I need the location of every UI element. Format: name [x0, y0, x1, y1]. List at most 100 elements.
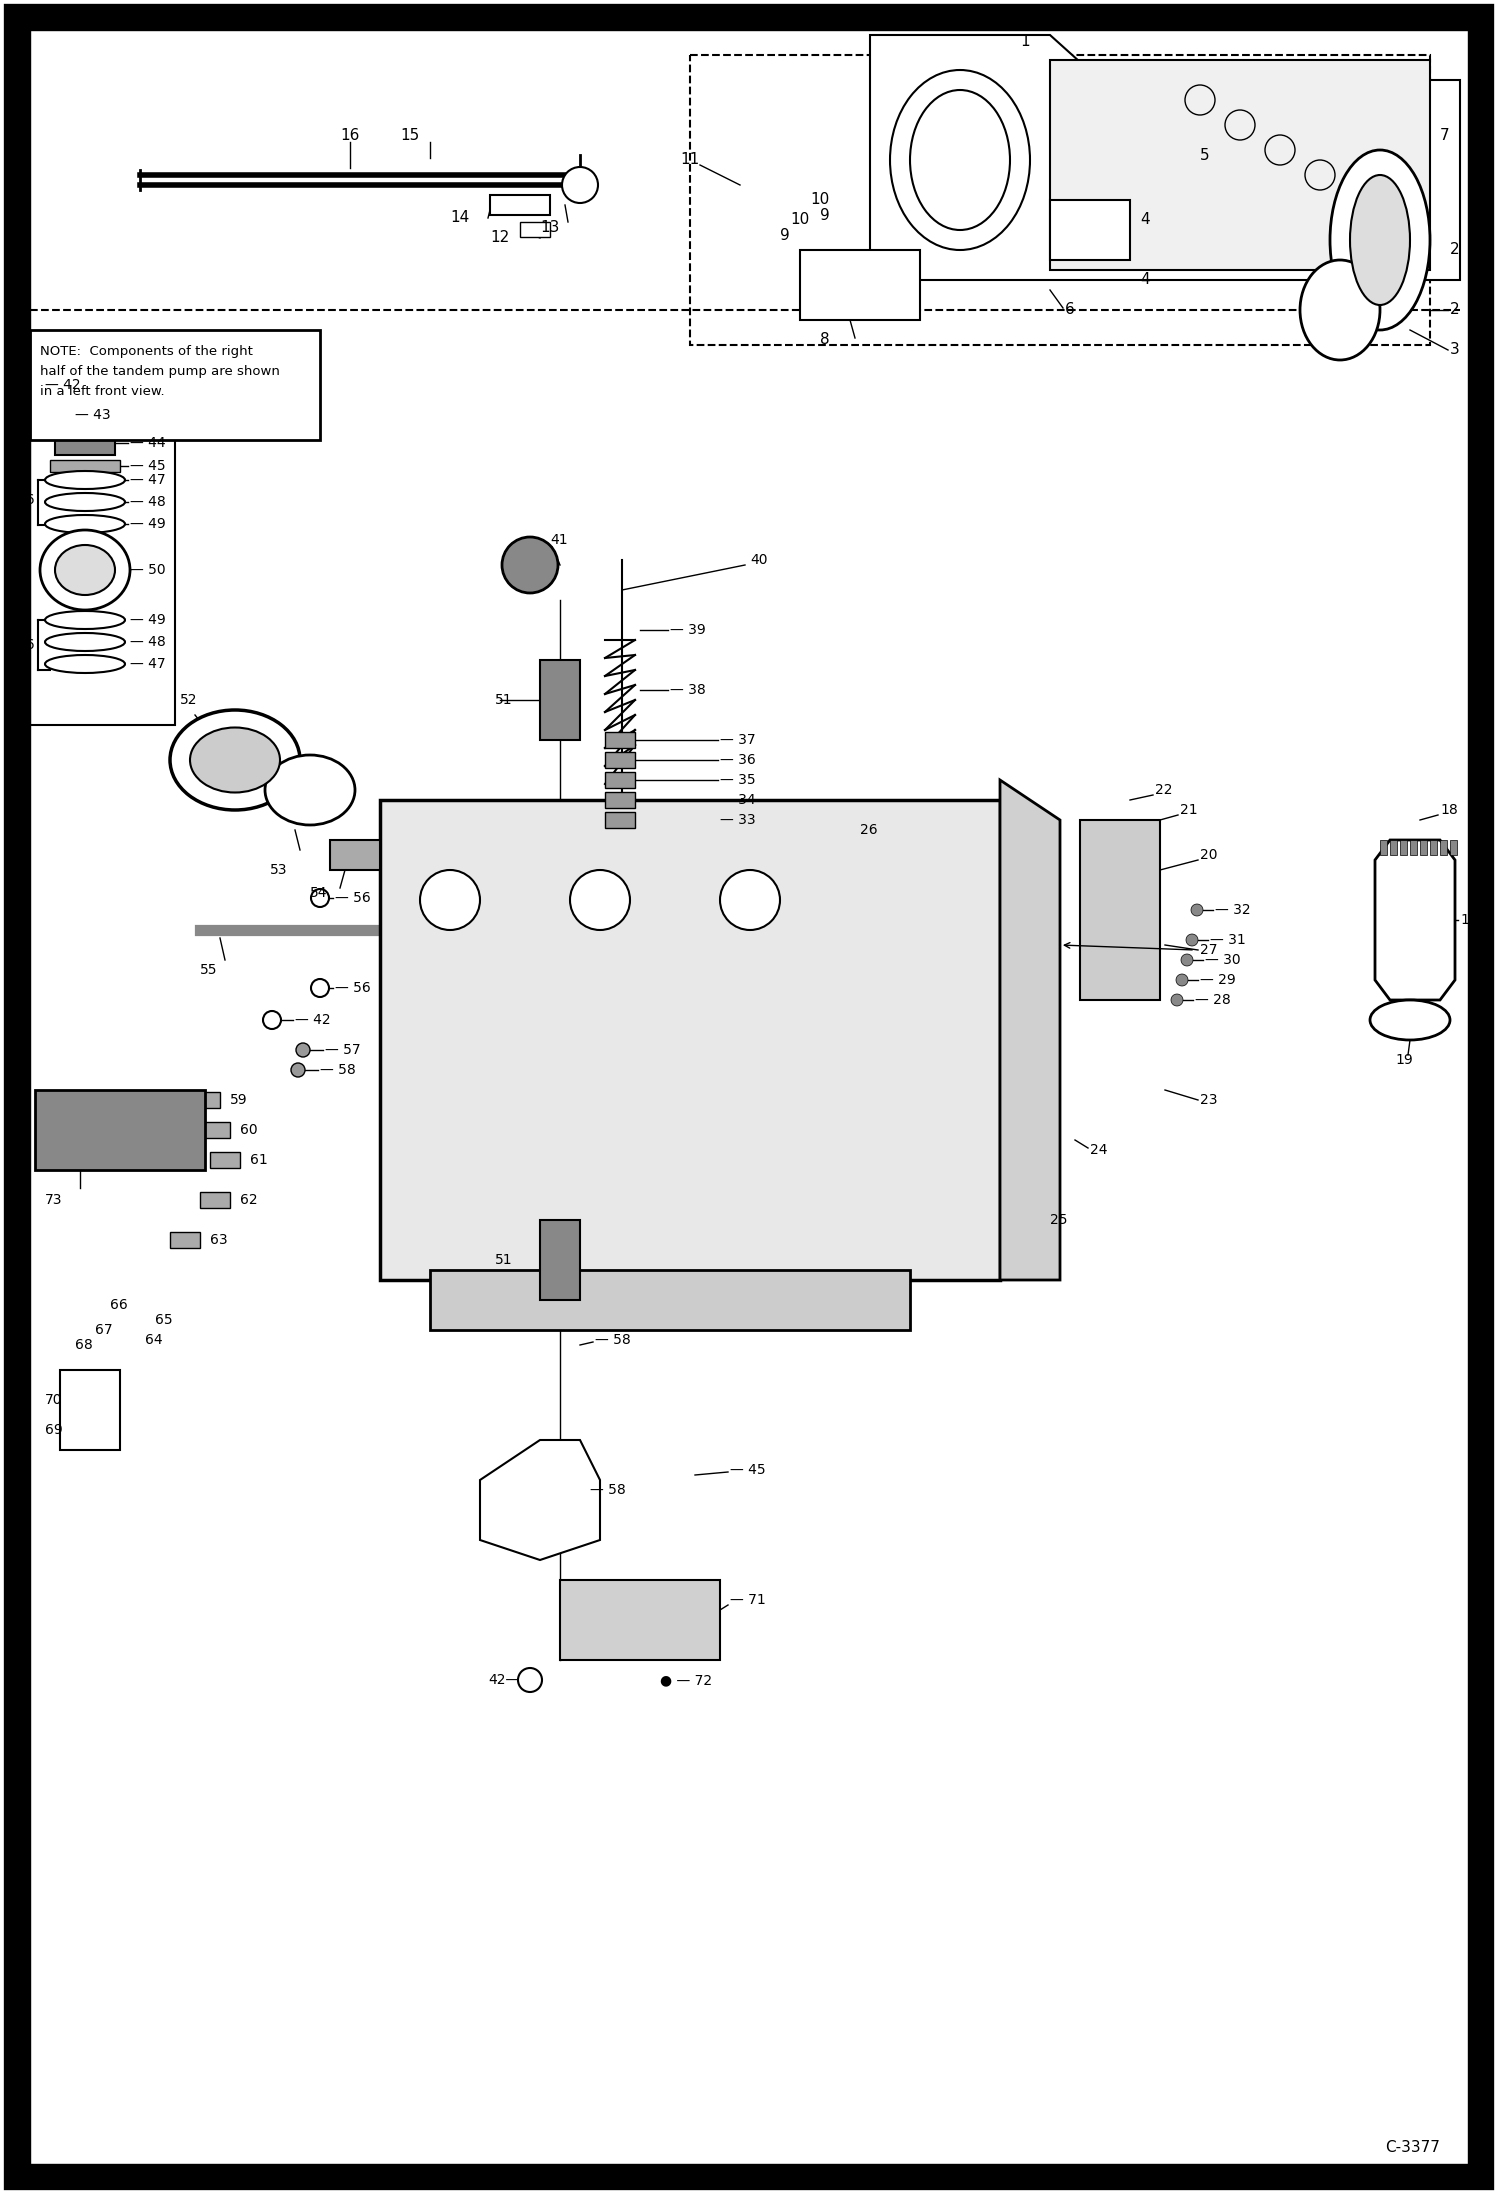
- Circle shape: [562, 167, 598, 204]
- Circle shape: [291, 1064, 306, 1077]
- Ellipse shape: [45, 472, 124, 489]
- Bar: [539, 660, 580, 739]
- Ellipse shape: [1300, 261, 1380, 360]
- Circle shape: [297, 1042, 310, 1058]
- Text: 24: 24: [1091, 1143, 1107, 1156]
- Text: 7: 7: [1440, 127, 1450, 143]
- Text: 55: 55: [201, 963, 217, 976]
- Circle shape: [518, 1667, 542, 1692]
- Text: 61: 61: [250, 1154, 268, 1167]
- Bar: [7, 2163, 1491, 2185]
- Circle shape: [1176, 974, 1188, 985]
- Bar: [30, 329, 321, 441]
- Text: 46: 46: [18, 494, 34, 507]
- Text: — 71: — 71: [730, 1593, 765, 1606]
- Text: 17: 17: [1461, 913, 1477, 928]
- Text: 64: 64: [145, 1334, 163, 1347]
- Text: — 47: — 47: [130, 656, 166, 671]
- Text: 21: 21: [1180, 803, 1197, 816]
- Text: 4: 4: [1140, 213, 1149, 228]
- Text: — 32: — 32: [1215, 904, 1251, 917]
- Circle shape: [264, 1011, 282, 1029]
- Text: C-3377: C-3377: [1386, 2139, 1440, 2155]
- Text: 62: 62: [240, 1194, 258, 1207]
- Bar: [691, 55, 1431, 344]
- Circle shape: [502, 538, 557, 592]
- Text: 42—: 42—: [488, 1674, 520, 1687]
- Text: 9: 9: [819, 208, 830, 222]
- Text: 41: 41: [550, 533, 568, 546]
- Bar: [1050, 200, 1129, 261]
- Text: — 57: — 57: [325, 1042, 361, 1058]
- Text: 26: 26: [860, 823, 878, 836]
- Text: 60: 60: [240, 1123, 258, 1136]
- Bar: [330, 840, 380, 871]
- Text: 53: 53: [270, 862, 288, 878]
- Text: — 56: — 56: [336, 981, 370, 996]
- Text: — 37: — 37: [721, 733, 755, 746]
- Text: half of the tandem pump are shown: half of the tandem pump are shown: [40, 364, 280, 377]
- Bar: [1050, 59, 1431, 270]
- Text: 14: 14: [449, 211, 469, 226]
- Bar: [1401, 840, 1407, 856]
- Text: 9: 9: [780, 228, 789, 244]
- Text: 4: 4: [1140, 272, 1149, 287]
- Text: ● — 72: ● — 72: [661, 1674, 712, 1687]
- Text: 8: 8: [819, 333, 830, 347]
- Bar: [605, 772, 635, 788]
- Text: — 43: — 43: [75, 408, 111, 421]
- Text: 54: 54: [310, 886, 328, 900]
- Text: — 44: — 44: [130, 437, 166, 450]
- Circle shape: [1171, 994, 1183, 1007]
- Bar: [1380, 840, 1387, 856]
- Bar: [7, 9, 1491, 31]
- Circle shape: [312, 979, 330, 996]
- Ellipse shape: [55, 544, 115, 595]
- Ellipse shape: [1350, 176, 1410, 305]
- Bar: [520, 222, 550, 237]
- Text: 69: 69: [45, 1424, 63, 1437]
- Text: — 30: — 30: [1204, 952, 1240, 968]
- Bar: [201, 1191, 231, 1209]
- Text: — 34: — 34: [721, 792, 755, 807]
- Circle shape: [1191, 904, 1203, 917]
- Text: 70: 70: [45, 1393, 63, 1406]
- Text: 51: 51: [494, 693, 512, 706]
- Polygon shape: [479, 1439, 601, 1560]
- Ellipse shape: [45, 656, 124, 674]
- Ellipse shape: [190, 728, 280, 792]
- Bar: [169, 1233, 201, 1248]
- Bar: [1431, 840, 1437, 856]
- Ellipse shape: [40, 531, 130, 610]
- Text: 10: 10: [789, 213, 809, 228]
- Text: — 49: — 49: [130, 612, 166, 627]
- Bar: [430, 1270, 909, 1330]
- Bar: [1450, 840, 1458, 856]
- Text: — 47: — 47: [130, 474, 166, 487]
- Text: — 50: — 50: [130, 564, 166, 577]
- Text: — 58: — 58: [321, 1064, 355, 1077]
- Bar: [605, 812, 635, 827]
- Text: 23: 23: [1200, 1093, 1218, 1108]
- Bar: [30, 371, 175, 724]
- Text: — 28: — 28: [1195, 994, 1231, 1007]
- Ellipse shape: [45, 610, 124, 630]
- Ellipse shape: [169, 711, 300, 810]
- Bar: [190, 1093, 220, 1108]
- Ellipse shape: [45, 494, 124, 511]
- Bar: [605, 753, 635, 768]
- Text: — 36: — 36: [721, 753, 756, 768]
- Text: 27: 27: [1200, 943, 1218, 957]
- Text: 40: 40: [750, 553, 767, 566]
- Ellipse shape: [1330, 149, 1431, 329]
- Bar: [7, 9, 30, 2185]
- Bar: [800, 250, 920, 320]
- Bar: [539, 1220, 580, 1301]
- Text: — 39: — 39: [670, 623, 706, 636]
- Text: 19: 19: [1395, 1053, 1413, 1066]
- Bar: [1468, 9, 1491, 2185]
- Text: — 58: — 58: [595, 1334, 631, 1347]
- Text: 51: 51: [494, 1253, 512, 1266]
- Bar: [1390, 840, 1398, 856]
- Text: 10: 10: [810, 193, 830, 208]
